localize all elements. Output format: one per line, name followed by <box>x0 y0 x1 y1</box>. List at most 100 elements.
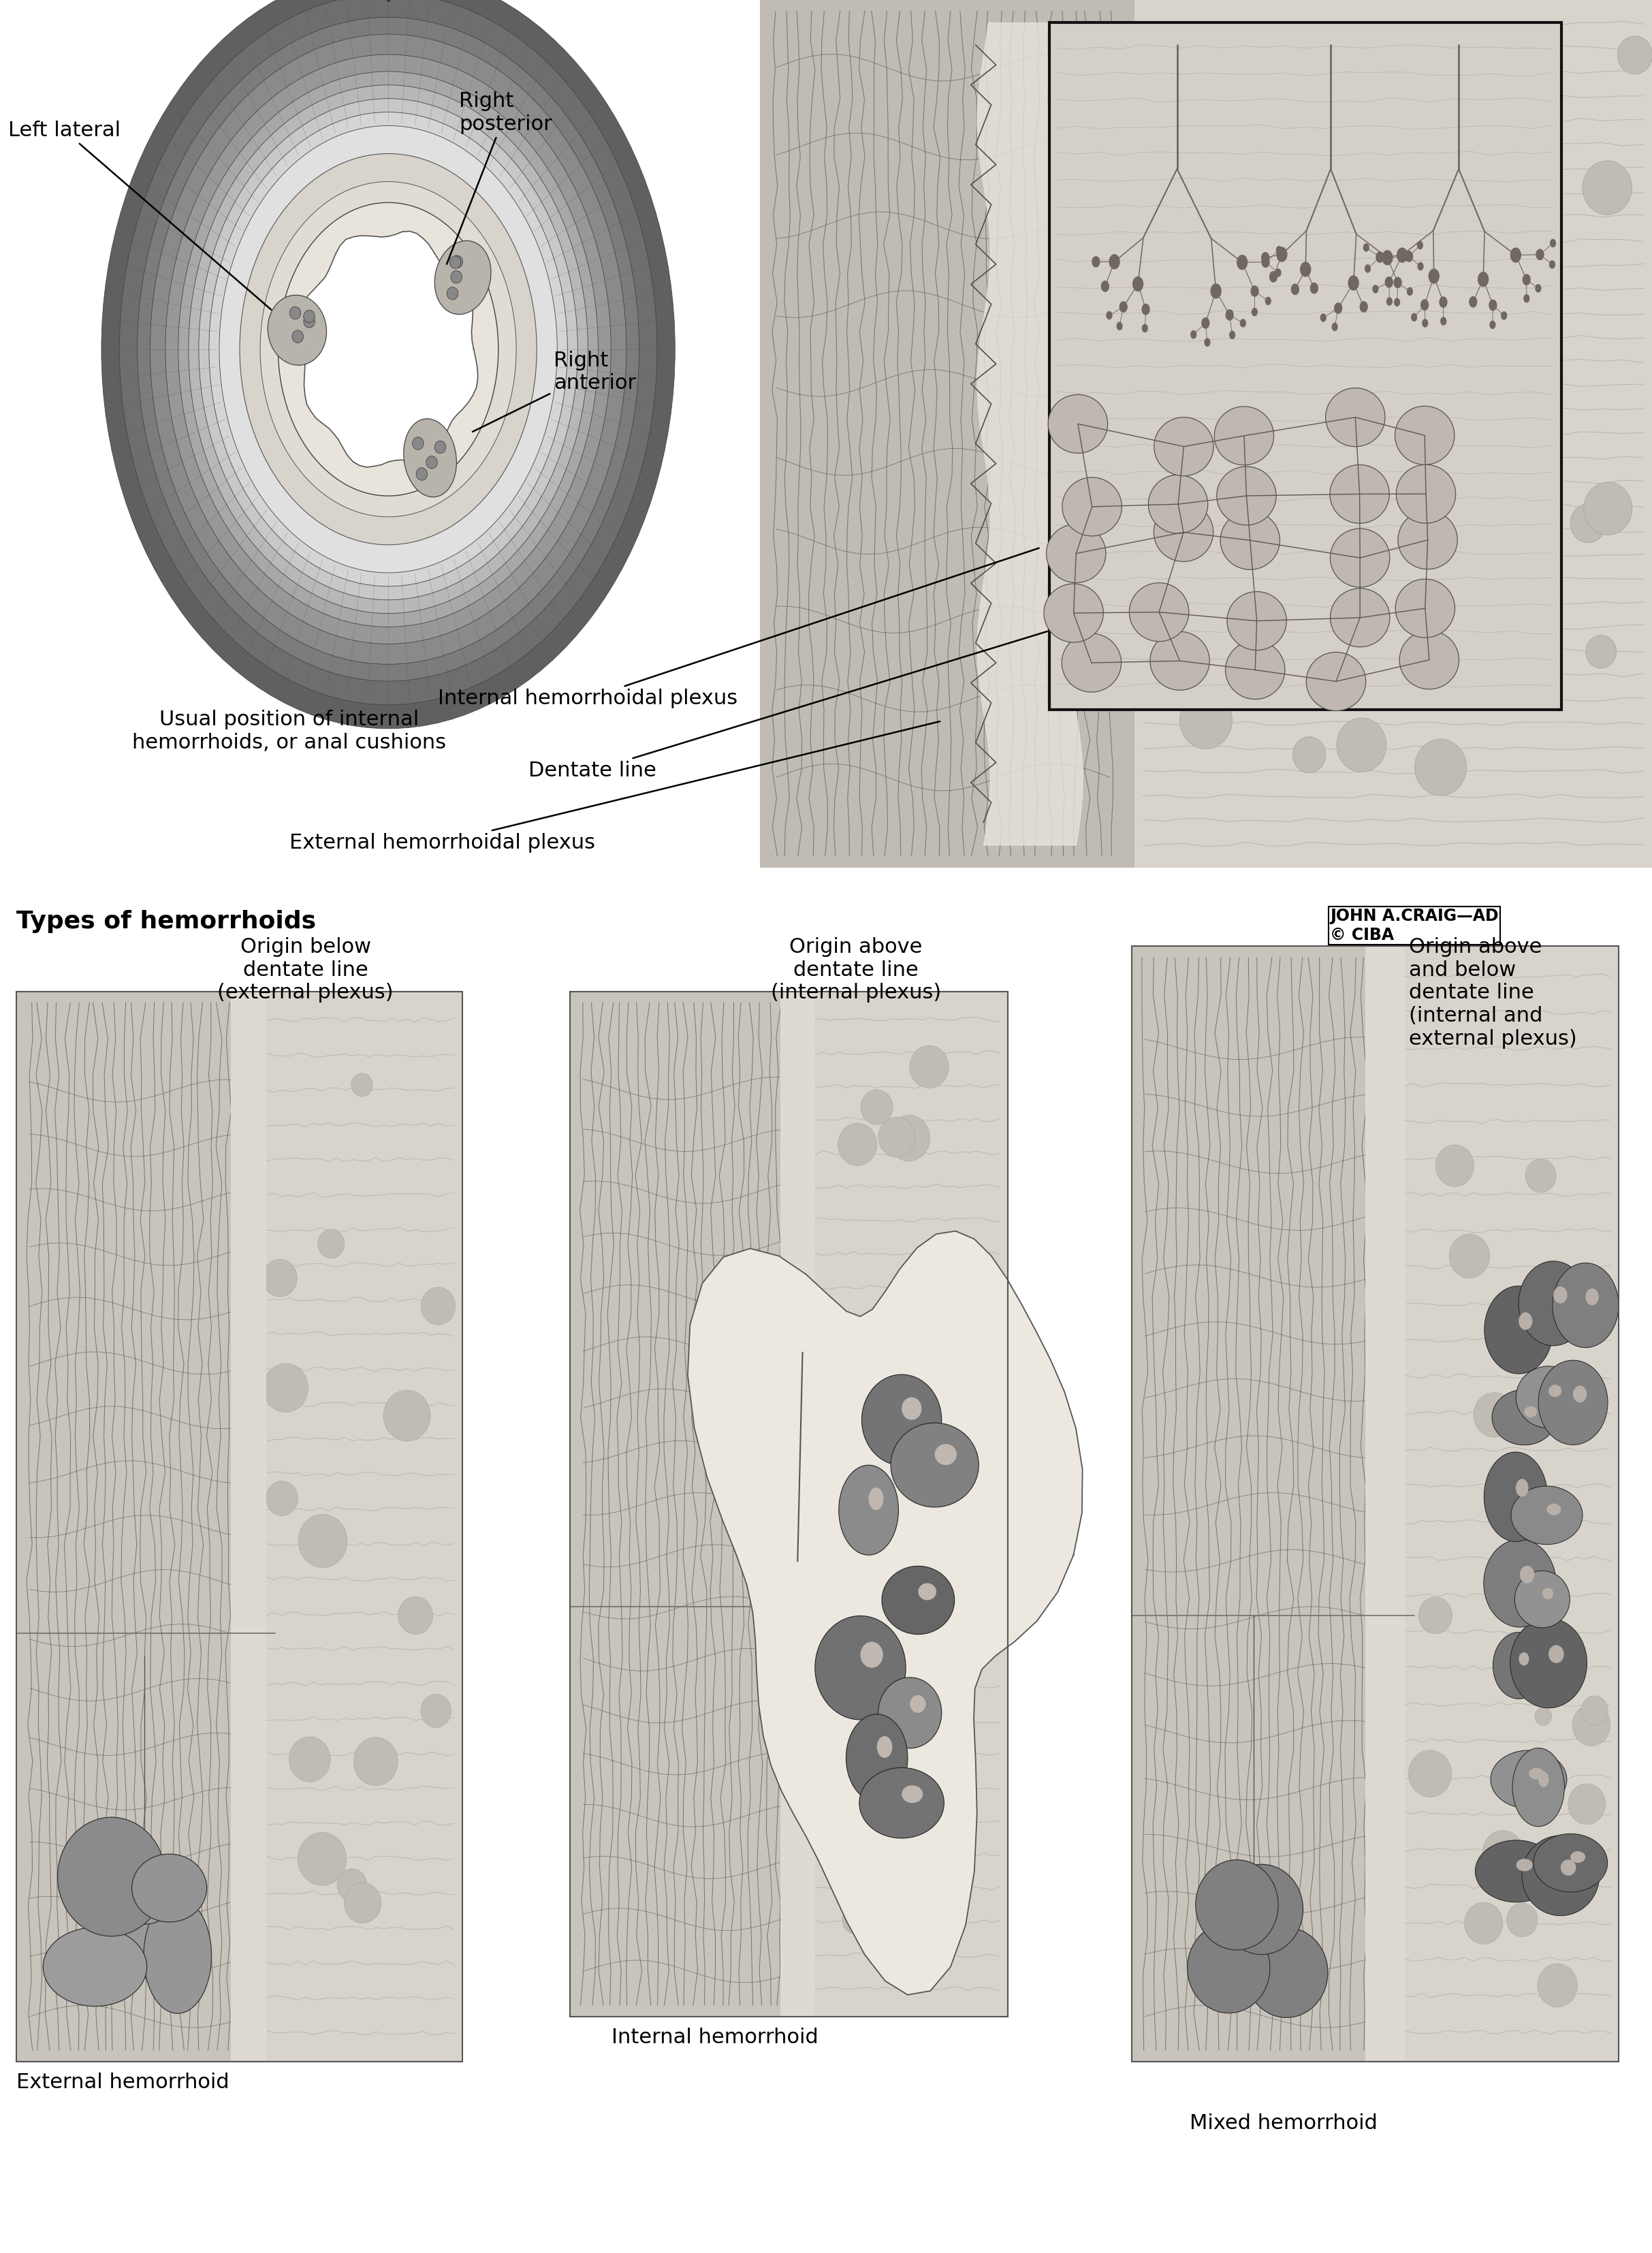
Ellipse shape <box>1422 320 1429 327</box>
Ellipse shape <box>1381 250 1393 266</box>
Ellipse shape <box>1373 284 1379 293</box>
Ellipse shape <box>876 1782 904 1811</box>
Ellipse shape <box>881 1329 910 1363</box>
Ellipse shape <box>434 442 446 453</box>
Ellipse shape <box>1254 480 1277 505</box>
Ellipse shape <box>843 1906 867 1933</box>
Ellipse shape <box>1201 318 1209 329</box>
Ellipse shape <box>1252 309 1257 315</box>
Ellipse shape <box>839 1464 899 1555</box>
Ellipse shape <box>1583 160 1632 214</box>
Ellipse shape <box>1221 511 1280 570</box>
Ellipse shape <box>1441 318 1447 324</box>
Ellipse shape <box>1568 1784 1606 1825</box>
Ellipse shape <box>1218 466 1277 525</box>
Ellipse shape <box>942 1485 981 1528</box>
Ellipse shape <box>1538 1965 1578 2007</box>
Bar <box>17 991 463 2061</box>
Ellipse shape <box>1360 302 1368 313</box>
Ellipse shape <box>1214 406 1274 464</box>
Ellipse shape <box>1518 1651 1530 1665</box>
Ellipse shape <box>1290 284 1300 295</box>
Ellipse shape <box>1353 552 1393 593</box>
Ellipse shape <box>1300 261 1312 277</box>
Ellipse shape <box>1226 309 1234 320</box>
Ellipse shape <box>1226 640 1285 698</box>
Ellipse shape <box>1191 331 1196 338</box>
Ellipse shape <box>879 1117 915 1158</box>
Ellipse shape <box>1294 737 1327 773</box>
Ellipse shape <box>1398 511 1457 570</box>
Ellipse shape <box>1548 1645 1564 1663</box>
Ellipse shape <box>1222 505 1257 543</box>
Ellipse shape <box>297 1832 347 1886</box>
Ellipse shape <box>1196 1861 1279 1949</box>
Ellipse shape <box>421 1286 456 1325</box>
Ellipse shape <box>1538 1771 1550 1787</box>
Ellipse shape <box>352 1072 373 1097</box>
Ellipse shape <box>1573 1706 1611 1746</box>
Ellipse shape <box>1237 255 1247 270</box>
Ellipse shape <box>1535 284 1541 293</box>
Ellipse shape <box>1277 248 1287 261</box>
Ellipse shape <box>1229 331 1236 340</box>
Ellipse shape <box>861 1642 884 1667</box>
Ellipse shape <box>383 1390 430 1442</box>
Ellipse shape <box>1336 719 1386 773</box>
Ellipse shape <box>94 0 682 741</box>
Ellipse shape <box>877 1737 892 1757</box>
Ellipse shape <box>198 99 578 599</box>
Ellipse shape <box>887 1115 930 1160</box>
Ellipse shape <box>1538 1361 1607 1444</box>
Ellipse shape <box>1062 478 1122 536</box>
Ellipse shape <box>289 1737 330 1782</box>
Ellipse shape <box>1211 137 1260 192</box>
Ellipse shape <box>1188 1924 1270 2014</box>
Polygon shape <box>299 232 477 466</box>
Ellipse shape <box>278 203 499 496</box>
Ellipse shape <box>1414 739 1467 795</box>
Ellipse shape <box>1488 300 1497 311</box>
Ellipse shape <box>261 182 515 516</box>
Ellipse shape <box>109 1852 180 1924</box>
Ellipse shape <box>838 1124 877 1165</box>
Ellipse shape <box>1408 286 1412 295</box>
Bar <box>1132 946 1619 2061</box>
Text: Right
posterior: Right posterior <box>446 92 552 264</box>
Ellipse shape <box>1490 320 1495 329</box>
Ellipse shape <box>1409 1751 1452 1798</box>
Ellipse shape <box>421 1694 451 1728</box>
Ellipse shape <box>119 0 657 705</box>
Ellipse shape <box>1386 297 1393 306</box>
Ellipse shape <box>317 1230 344 1257</box>
Ellipse shape <box>1396 464 1455 523</box>
Ellipse shape <box>1517 1859 1533 1872</box>
Ellipse shape <box>1269 270 1277 282</box>
Ellipse shape <box>1586 635 1616 669</box>
Ellipse shape <box>1586 1289 1599 1304</box>
Ellipse shape <box>144 1897 211 2014</box>
Ellipse shape <box>1384 277 1393 288</box>
Ellipse shape <box>1108 255 1120 270</box>
Ellipse shape <box>1417 261 1424 270</box>
Bar <box>570 991 1008 2016</box>
Ellipse shape <box>930 1861 950 1881</box>
Ellipse shape <box>1323 484 1358 523</box>
Ellipse shape <box>1227 593 1287 651</box>
Ellipse shape <box>862 1374 942 1464</box>
Ellipse shape <box>879 1678 942 1748</box>
Ellipse shape <box>337 1868 367 1902</box>
Ellipse shape <box>446 286 458 300</box>
Ellipse shape <box>1483 1451 1548 1541</box>
Ellipse shape <box>1535 1708 1551 1726</box>
Ellipse shape <box>43 1929 147 2005</box>
Bar <box>780 991 814 2016</box>
Ellipse shape <box>1517 1478 1528 1496</box>
Ellipse shape <box>1241 320 1246 327</box>
Text: Mixed hemorrhoid: Mixed hemorrhoid <box>1189 2113 1378 2134</box>
Ellipse shape <box>1396 579 1455 638</box>
Ellipse shape <box>137 18 639 680</box>
Ellipse shape <box>1515 1570 1569 1627</box>
Ellipse shape <box>188 86 588 613</box>
Ellipse shape <box>1493 1633 1545 1699</box>
